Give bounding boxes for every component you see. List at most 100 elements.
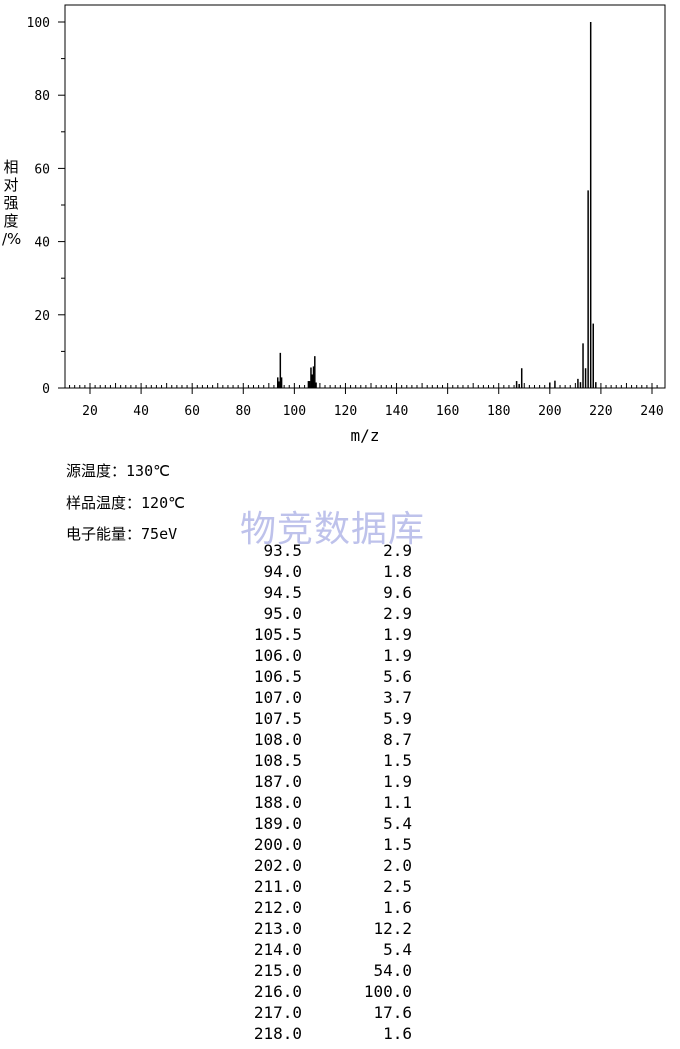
table-row: 108.5 1.5 [0,750,680,771]
watermark: 物竞数据库 [240,509,426,550]
intensity-value: 5.4 [383,940,412,959]
table-row: 214.0 5.4 [0,939,680,960]
electron-energy-label: 电子能量： [66,525,142,543]
x-tick-label: 200 [538,404,561,419]
intensity-value: 1.6 [383,898,412,917]
mz-value: 217.0 [253,1003,302,1022]
mz-value: 200.0 [253,835,302,854]
plot-frame [64,4,666,389]
sample-temperature-value: 120℃ [141,494,185,512]
table-row: 94.5 9.6 [0,582,680,603]
mz-value: 189.0 [253,814,302,833]
intensity-value: 8.7 [383,730,412,749]
mz-value: 218.0 [253,1024,302,1043]
table-row: 218.0 1.6 [0,1023,680,1044]
table-row: 108.0 8.7 [0,729,680,750]
x-tick-label: 60 [184,404,200,419]
mz-value: 107.0 [253,688,302,707]
x-tick-label: 220 [589,404,612,419]
mz-value: 188.0 [253,793,302,812]
sample-temperature: 样品温度：120℃ [66,492,185,513]
mz-value: 106.5 [253,667,302,686]
intensity-value: 1.1 [383,793,412,812]
intensity-value: 1.6 [383,1024,412,1043]
mz-value: 95.0 [263,604,302,623]
y-tick-label: 40 [34,236,50,251]
intensity-value: 5.9 [383,709,412,728]
x-minor-ticks [69,383,658,388]
electron-energy: 电子能量：75eV [66,523,177,544]
y-ticks: 0 20 40 60 80 100 [27,16,65,397]
table-row: 213.0 12.2 [0,918,680,939]
table-row: 106.5 5.6 [0,666,680,687]
intensity-value: 2.5 [383,877,412,896]
table-row: 107.5 5.9 [0,708,680,729]
source-temperature-label: 源温度： [66,462,127,480]
intensity-value: 1.5 [383,835,412,854]
intensity-value: 54.0 [373,961,412,980]
table-row: 202.0 2.0 [0,855,680,876]
x-tick-label: 180 [487,404,510,419]
table-row: 94.0 1.8 [0,561,680,582]
y-axis-label-char-5: /% [2,230,22,248]
table-row: 93.5 2.9 [0,540,680,561]
table-row: 188.0 1.1 [0,792,680,813]
x-tick-label: 100 [283,404,306,419]
mz-value: 216.0 [253,982,302,1001]
table-row: 187.0 1.9 [0,771,680,792]
intensity-value: 12.2 [373,919,412,938]
intensity-value: 17.6 [373,1003,412,1022]
x-tick-label: 240 [640,404,663,419]
table-row: 217.0 17.6 [0,1002,680,1023]
x-tick-label: 20 [82,404,98,419]
mz-value: 215.0 [253,961,302,980]
mz-value: 202.0 [253,856,302,875]
intensity-value: 1.9 [383,646,412,665]
y-axis-label-char-4: 度 [3,212,19,230]
x-axis-label: m/z [351,426,380,445]
mz-value: 212.0 [253,898,302,917]
y-tick-label: 0 [42,382,50,397]
intensity-value: 1.9 [383,625,412,644]
intensity-value: 9.6 [383,583,412,602]
table-row: 106.0 1.9 [0,645,680,666]
table-row: 215.0 54.0 [0,960,680,981]
source-temperature: 源温度：130℃ [66,460,170,481]
intensity-value: 100.0 [363,982,412,1001]
mz-value: 214.0 [253,940,302,959]
y-tick-label: 100 [27,16,50,31]
mass-spectrum-chart: 20 40 60 80 100 120 140 160 180 200 220 240 0 20 40 60… [27,4,666,445]
x-major-ticks: 20 40 60 80 100 120 140 160 180 200 220 240 [82,388,664,419]
mz-value: 94.5 [263,583,302,602]
table-row: 200.0 1.5 [0,834,680,855]
mz-value: 105.5 [253,625,302,644]
y-tick-label: 20 [34,309,50,324]
table-row: 216.0 100.0 [0,981,680,1002]
table-row: 95.0 2.9 [0,603,680,624]
source-temperature-value: 130℃ [126,462,170,480]
mz-value: 108.5 [253,751,302,770]
intensity-value: 3.7 [383,688,412,707]
intensity-value: 1.8 [383,562,412,581]
mz-value: 93.5 [263,541,302,560]
table-row: 189.0 5.4 [0,813,680,834]
table-row: 212.0 1.6 [0,897,680,918]
intensity-value: 2.0 [383,856,412,875]
intensity-value: 1.5 [383,751,412,770]
mz-value: 107.5 [253,709,302,728]
x-tick-label: 40 [133,404,149,419]
intensity-value: 5.6 [383,667,412,686]
table-row: 105.5 1.9 [0,624,680,645]
mz-value: 106.0 [253,646,302,665]
y-axis-label-char-1: 相 [3,158,19,176]
mz-value: 211.0 [253,877,302,896]
x-tick-label: 120 [334,404,357,419]
electron-energy-value: 75eV [141,525,178,543]
intensity-value: 1.9 [383,772,412,791]
y-tick-label: 60 [34,162,50,177]
mz-value: 94.0 [263,562,302,581]
intensity-value: 5.4 [383,814,412,833]
mz-value: 213.0 [253,919,302,938]
x-tick-label: 140 [385,404,408,419]
intensity-value: 2.9 [383,604,412,623]
